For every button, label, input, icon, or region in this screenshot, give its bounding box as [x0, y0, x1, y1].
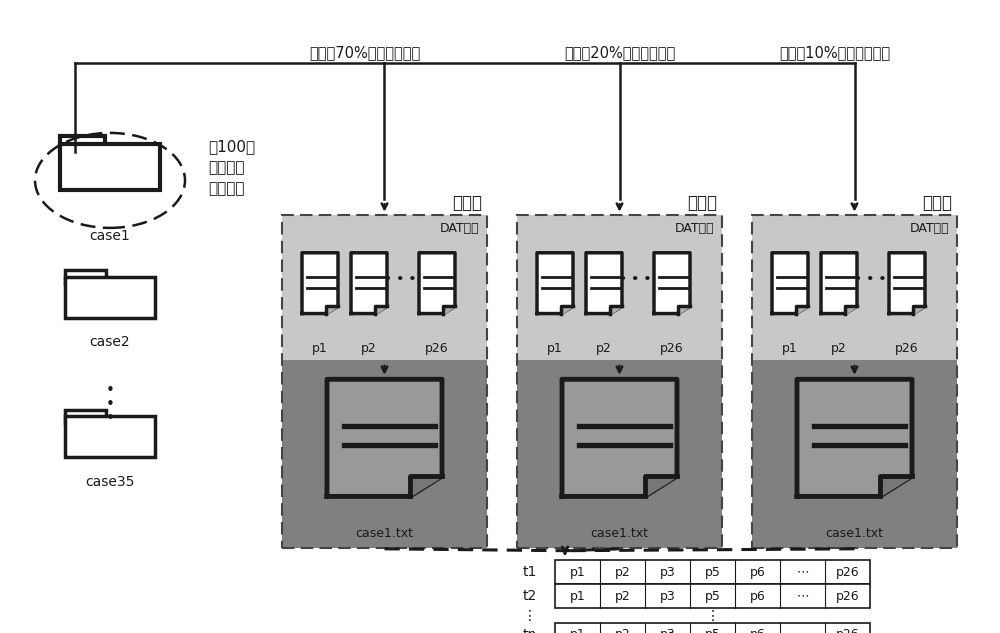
Text: p2: p2 [615, 629, 630, 633]
Polygon shape [913, 306, 925, 313]
Polygon shape [375, 306, 387, 313]
Bar [282, 360, 487, 548]
Text: ⋯: ⋯ [796, 629, 809, 633]
Text: •
•
•: • • • [106, 383, 114, 425]
Bar [517, 215, 722, 548]
Bar [752, 360, 957, 548]
Polygon shape [537, 253, 573, 313]
Bar [555, 584, 870, 608]
Polygon shape [443, 306, 455, 313]
Text: p2: p2 [615, 590, 630, 603]
Text: tn: tn [523, 628, 537, 633]
Text: p1: p1 [570, 566, 585, 579]
Bar [517, 215, 722, 360]
Polygon shape [302, 253, 338, 313]
Polygon shape [880, 476, 912, 496]
Text: p3: p3 [660, 590, 675, 603]
Polygon shape [419, 253, 455, 313]
Polygon shape [821, 253, 857, 313]
Text: p1: p1 [570, 590, 585, 603]
Text: p2: p2 [596, 342, 612, 354]
Polygon shape [889, 253, 925, 313]
Text: p2: p2 [615, 566, 630, 579]
Text: 训练集: 训练集 [452, 194, 482, 212]
Text: p5: p5 [705, 566, 720, 579]
Text: ⋯: ⋯ [796, 566, 809, 579]
FancyBboxPatch shape [65, 270, 106, 284]
Text: case35: case35 [85, 475, 135, 489]
FancyBboxPatch shape [65, 410, 106, 423]
Polygon shape [796, 306, 808, 313]
Polygon shape [326, 306, 338, 313]
Bar [517, 360, 722, 548]
Polygon shape [562, 379, 677, 496]
Text: 测试集: 测试集 [687, 194, 717, 212]
Polygon shape [327, 379, 442, 496]
Text: p1: p1 [547, 342, 563, 354]
Text: p6: p6 [750, 566, 765, 579]
Text: • • •: • • • [619, 273, 651, 287]
Text: ⋮: ⋮ [706, 608, 719, 622]
FancyBboxPatch shape [65, 277, 155, 318]
Text: DAT文件: DAT文件 [439, 222, 479, 235]
Text: p3: p3 [660, 566, 675, 579]
Text: p1: p1 [312, 342, 328, 354]
Polygon shape [610, 306, 622, 313]
Text: p2: p2 [831, 342, 847, 354]
Text: • • •: • • • [854, 273, 886, 287]
Polygon shape [586, 253, 622, 313]
Text: p1: p1 [782, 342, 798, 354]
Bar [752, 215, 957, 360]
Text: • • •: • • • [384, 273, 416, 287]
Bar [282, 215, 487, 360]
Text: case2: case2 [90, 335, 130, 349]
Text: 取每杖10%个时刻的样本: 取每杖10%个时刻的样本 [779, 45, 890, 60]
Text: case1.txt: case1.txt [355, 527, 414, 540]
Text: p2: p2 [361, 342, 377, 354]
Text: 以100个
样本点为
基准分段: 以100个 样本点为 基准分段 [208, 139, 255, 196]
FancyBboxPatch shape [60, 144, 160, 191]
Polygon shape [561, 306, 573, 313]
Bar [282, 215, 487, 548]
FancyBboxPatch shape [60, 137, 105, 151]
Polygon shape [797, 379, 912, 496]
Polygon shape [772, 253, 808, 313]
Text: p26: p26 [836, 566, 859, 579]
Polygon shape [678, 306, 690, 313]
Bar [752, 215, 957, 548]
Polygon shape [845, 306, 857, 313]
Text: p26: p26 [895, 342, 919, 354]
Text: 验证集: 验证集 [922, 194, 952, 212]
Text: case1: case1 [90, 229, 130, 243]
Polygon shape [410, 476, 442, 496]
Text: DAT文件: DAT文件 [909, 222, 949, 235]
Text: p5: p5 [705, 629, 720, 633]
Text: p26: p26 [836, 590, 859, 603]
Text: p6: p6 [750, 590, 765, 603]
Text: 取每杖70%个时刻的样本: 取每杖70%个时刻的样本 [309, 45, 420, 60]
Bar [555, 560, 870, 584]
Polygon shape [351, 253, 387, 313]
Polygon shape [645, 476, 677, 496]
Text: p3: p3 [660, 629, 675, 633]
Text: 取每杖20%个时刻的样本: 取每杖20%个时刻的样本 [564, 45, 675, 60]
Text: ⋯: ⋯ [796, 590, 809, 603]
Text: p6: p6 [750, 629, 765, 633]
Text: case1.txt: case1.txt [826, 527, 884, 540]
FancyBboxPatch shape [65, 417, 155, 457]
Text: t2: t2 [523, 589, 537, 603]
Text: p26: p26 [425, 342, 449, 354]
Text: DAT文件: DAT文件 [674, 222, 714, 235]
Text: ⋮: ⋮ [523, 608, 537, 622]
Polygon shape [654, 253, 690, 313]
Text: t1: t1 [523, 565, 537, 579]
Text: p26: p26 [660, 342, 684, 354]
Text: p5: p5 [705, 590, 720, 603]
Bar [555, 623, 870, 633]
Text: p1: p1 [570, 629, 585, 633]
Text: p26: p26 [836, 629, 859, 633]
Text: case1.txt: case1.txt [590, 527, 648, 540]
